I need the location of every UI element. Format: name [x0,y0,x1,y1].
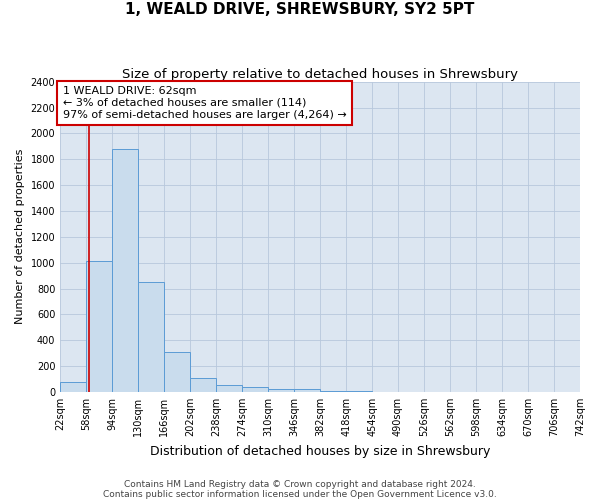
X-axis label: Distribution of detached houses by size in Shrewsbury: Distribution of detached houses by size … [150,444,490,458]
Bar [164,352,190,392]
Bar [60,382,86,392]
Bar [216,386,242,392]
Text: Contains HM Land Registry data © Crown copyright and database right 2024.
Contai: Contains HM Land Registry data © Crown c… [103,480,497,499]
Title: Size of property relative to detached houses in Shrewsbury: Size of property relative to detached ho… [122,68,518,80]
Bar [138,282,164,392]
Bar [190,378,216,392]
Bar [242,387,268,392]
Text: 1 WEALD DRIVE: 62sqm
← 3% of detached houses are smaller (114)
97% of semi-detac: 1 WEALD DRIVE: 62sqm ← 3% of detached ho… [63,86,347,120]
Bar [294,390,320,392]
Text: 1, WEALD DRIVE, SHREWSBURY, SY2 5PT: 1, WEALD DRIVE, SHREWSBURY, SY2 5PT [125,2,475,18]
Y-axis label: Number of detached properties: Number of detached properties [15,149,25,324]
Bar [112,149,138,392]
Bar [268,388,294,392]
Bar [86,262,112,392]
